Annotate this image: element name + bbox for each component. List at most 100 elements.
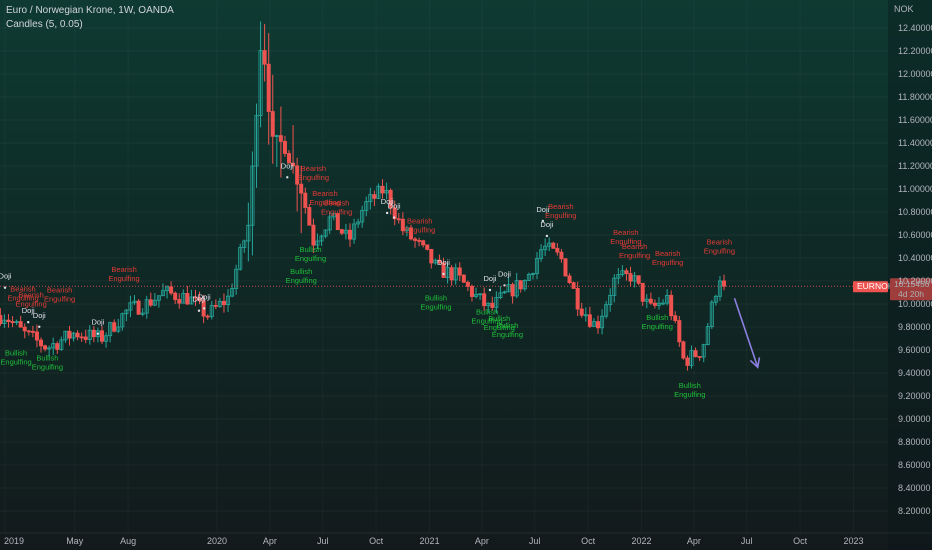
pattern-label-text: Engulfing [545,211,576,220]
candle-body-up [132,300,137,304]
doji-pattern-label: Doji [91,318,105,335]
candle-body-down [437,259,442,264]
candle-body-up [140,312,145,315]
candle-body-up [14,321,19,323]
chart-header-title: Euro / Norwegian Krone, 1W, OANDA [6,5,174,16]
pattern-label-text: Bullish [36,353,58,362]
candle-body-up [583,314,588,317]
pattern-label-text: Doji [22,306,35,315]
time-tick-label: Apr [263,536,277,546]
pattern-label-text: Engulfing [108,274,139,283]
candle-body-down [347,229,352,240]
candle-body-down [518,280,523,290]
pattern-label-text: Bearish [324,198,349,207]
pattern-label-text: Engulfing [492,330,523,339]
doji-marker [286,176,289,179]
candle-body-up [474,293,479,297]
pattern-label-text: Bearish [47,286,72,295]
candle-body-up [226,295,231,306]
time-tick-label: Oct [369,536,384,546]
candle-body-up [502,291,507,294]
pattern-label-text: Bullish [5,349,27,358]
candle-body-down [282,140,287,154]
pattern-label-text: Bullish [290,267,312,276]
price-tick-label: 12.00000 [898,69,932,79]
price-tag-bg [890,278,932,301]
pattern-label-text: Bearish [707,237,732,246]
candle-body-down [510,284,515,297]
doji-pattern-label: Doji [484,274,497,292]
candle-body-up [709,301,714,328]
price-tick-label: 12.20000 [898,46,932,56]
pattern-label-text: Engulfing [404,226,435,235]
pattern-label-text: Engulfing [484,323,515,332]
candle-body-up [453,267,458,281]
price-axis[interactable]: NOK 12.40000 12.20000 12.00000 11.80000 11.60… [888,0,932,550]
candle-body-down [555,247,560,253]
candle-body-down [34,331,39,341]
candle-body-up [230,288,235,297]
candle-body-down [67,330,72,339]
candle-body-down [112,322,117,332]
candle-body-down [299,183,304,194]
candle-body-up [608,294,613,306]
candle-body-down [91,329,96,338]
price-tick-label: 8.40000 [898,483,931,493]
pattern-label-text: Engulfing [420,303,451,312]
time-tick-label: Apr [475,536,489,546]
time-tick-label: Oct [581,536,596,546]
pattern-label-text: Engulfing [15,299,46,308]
candle-body-up [612,277,617,296]
candle-body-down [587,314,592,327]
pattern-label-text: Doji [193,295,206,304]
candle-body-up [498,292,503,298]
pattern-label-text: Bullish [496,321,518,330]
candle-body-up [600,315,605,329]
candle-body-down [30,330,35,333]
pattern-label-text: Engulfing [642,322,673,331]
candle-body-down [579,308,584,316]
candle-body-up [526,274,531,281]
candle-body-up [478,293,483,296]
pattern-label-text: Engulfing [619,251,650,260]
candle-body-down [291,162,296,167]
candle-body-up [116,326,121,332]
doji-pattern-label: Doji [22,306,35,324]
pattern-label-text: Doji [91,318,104,327]
doji-marker [27,321,30,324]
candle-body-down [221,300,226,306]
candle-body-down [482,293,487,307]
pattern-label-text: Bullish [679,381,701,390]
pattern-label-text: Engulfing [0,358,31,367]
time-tick-label: 2019 [4,536,24,546]
doji-marker [488,288,492,292]
candle-body-up [315,240,320,246]
candle-body-down [173,292,178,300]
candles-layer [0,21,727,371]
candle-body-up [331,213,336,218]
price-tick-label: 8.60000 [898,460,931,470]
price-tick-label: 10.40000 [898,253,932,263]
candle-body-down [559,251,564,260]
time-tick-label: Jul [529,536,541,546]
projection-arrow-shaft [733,297,759,368]
candle-body-up [258,50,263,117]
pattern-label-text: Engulfing [652,258,683,267]
doji-pattern-label: Doji [281,161,294,179]
time-axis[interactable]: 2019 May Aug 2020 Apr Jul Oct 2021 Apr Jul Oct 2022… [0,532,932,546]
candle-body-up [323,229,328,237]
candle-body-down [39,339,44,347]
candle-body-up [522,280,527,290]
candle-body-down [408,227,413,240]
pattern-label-text: Engulfing [295,254,326,263]
doji-marker [38,325,41,328]
candle-body-up [539,249,544,259]
candle-body-up [156,295,161,301]
candle-body-up [689,350,694,366]
